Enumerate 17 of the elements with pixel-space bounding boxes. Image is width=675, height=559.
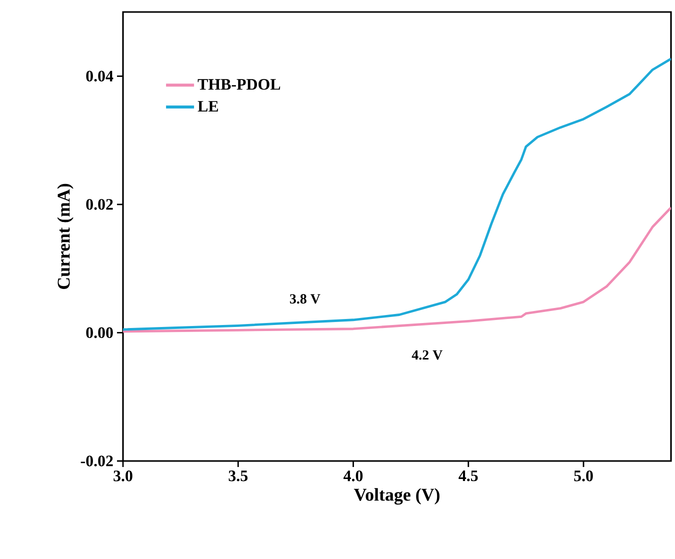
legend-label: LE (198, 101, 218, 112)
line-series (123, 58, 672, 331)
y-tick-label: 0.02 (86, 199, 113, 210)
y-axis-title: Current (mA) (57, 184, 74, 289)
x-tick-label: 3.5 (228, 470, 248, 482)
line-series (123, 206, 672, 333)
x-tick-label: 4.0 (344, 470, 363, 482)
annotation: 3.8 V (290, 294, 320, 304)
y-tick-label: -0.02 (80, 456, 113, 466)
x-tick-label: 5.0 (574, 470, 593, 482)
y-tick-label: 0.00 (86, 327, 113, 338)
x-tick-label: 3.0 (114, 470, 132, 482)
x-tick-label: 4.5 (458, 470, 478, 482)
legend-label: THB-PDOL (198, 79, 280, 90)
x-axis-title: Voltage (V) (354, 488, 440, 505)
y-tick-label: 0.04 (86, 70, 114, 82)
annotation: 4.2 V (412, 350, 442, 360)
